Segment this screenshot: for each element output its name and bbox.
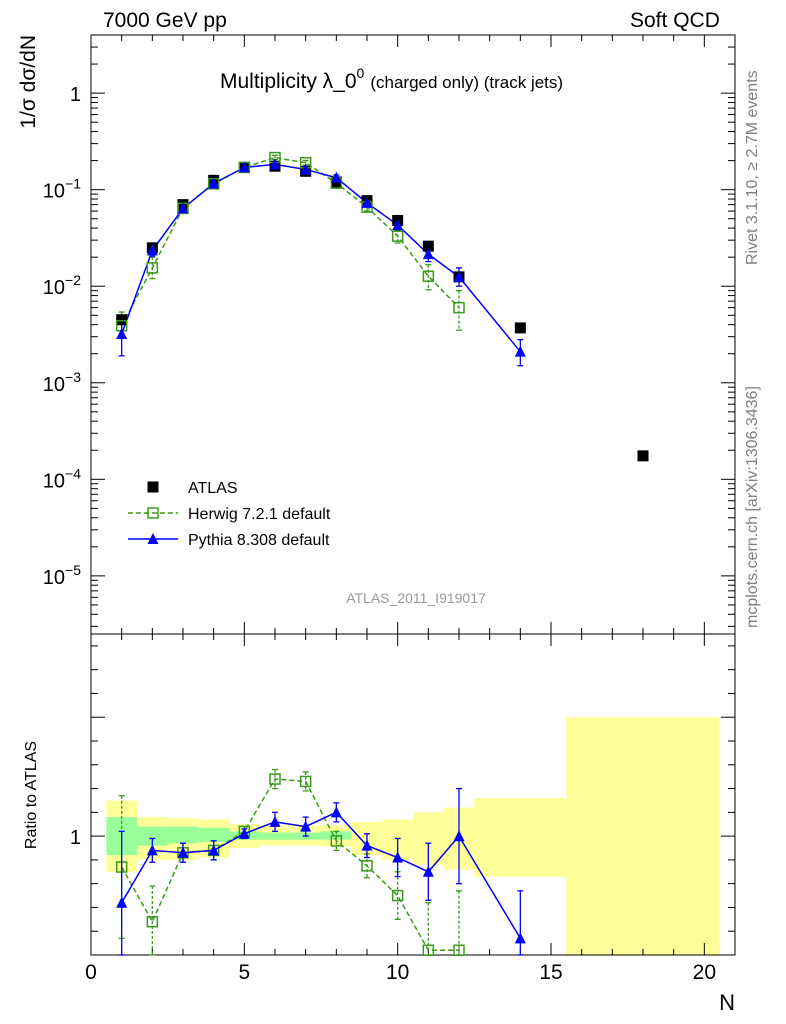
pythia-point: [238, 161, 250, 173]
ratio-herwig-point: [330, 835, 343, 847]
pythia-point: [453, 270, 465, 282]
legend-entry: ATLAS: [188, 480, 238, 497]
legend-herwig-marker: [147, 507, 159, 519]
ratio-pythia-point: [116, 896, 128, 908]
y-tick-label: 10−1: [43, 176, 81, 203]
pythia-point: [146, 244, 158, 256]
ratio-band-inner: [167, 826, 199, 844]
pythia-point: [330, 171, 342, 183]
ratio-pythia-point: [146, 844, 158, 856]
herwig-point: [453, 301, 465, 314]
plot-title: Multiplicity λ_00 (charged only) (track j…: [220, 65, 563, 93]
ratio-band-outer: [566, 717, 720, 955]
ratio-plot-frame: [90, 633, 736, 956]
ratio-herwig-line: [121, 778, 459, 951]
ratio-pythia-point: [177, 846, 189, 858]
pythia-line: [120, 163, 521, 353]
ratio-pythia-point: [453, 830, 465, 842]
ratio-herwig-point: [146, 915, 159, 928]
ratio-herwig-point: [269, 773, 281, 785]
atlas-point: [422, 240, 434, 252]
x-tick-label: 10: [386, 961, 409, 984]
x-tick-label: 15: [539, 961, 562, 984]
ratio-herwig-point: [361, 860, 373, 872]
pythia-point: [422, 248, 434, 260]
ratio-band-inner: [137, 826, 168, 846]
pythia-point: [269, 158, 281, 170]
ratio-band-inner: [259, 832, 291, 840]
x-axis-label: N: [719, 990, 735, 1015]
atlas-point: [514, 322, 526, 334]
ratio-pythia-point: [269, 815, 281, 827]
herwig-point: [391, 230, 404, 242]
ratio-pythia-point: [208, 844, 220, 856]
pythia-point: [361, 196, 373, 208]
ratio-pythia-point: [514, 932, 526, 944]
pythia-point: [514, 345, 526, 357]
ratio-pythia-point: [330, 806, 342, 818]
y-tick-label: 10−5: [43, 562, 81, 589]
ratio-herwig-point: [299, 775, 312, 788]
pythia-point: [177, 202, 189, 214]
legend-entry: Herwig 7.2.1 default: [188, 506, 331, 523]
legend-entry: Pythia 8.308 default: [188, 532, 330, 549]
pythia-point: [208, 177, 220, 189]
ratio-pythia-point: [300, 820, 312, 832]
x-tick-label: 5: [238, 961, 250, 984]
header-left: 7000 GeV pp: [103, 9, 227, 32]
ratio-pythia-point: [392, 851, 404, 863]
ratio-herwig-point: [422, 944, 435, 956]
ratio-herwig-point: [391, 889, 404, 902]
analysis-watermark: ATLAS_2011_I919017: [346, 590, 486, 606]
y-tick-label: 1: [70, 84, 81, 106]
ratio-herwig-point: [453, 944, 465, 956]
pythia-point: [116, 328, 128, 340]
header-right: Soft QCD: [630, 9, 720, 32]
atlas-point: [637, 450, 649, 462]
ratio-y-tick-label: 1: [70, 827, 81, 849]
ratio-band-outer: [474, 798, 567, 877]
pythia-point: [300, 163, 312, 175]
ratio-pythia-point: [238, 827, 250, 839]
y-tick-label: 10−3: [43, 369, 81, 396]
legend-atlas-marker: [147, 481, 159, 493]
herwig-line: [121, 156, 460, 327]
ratio-band-inner: [198, 827, 229, 843]
atlas-point: [116, 314, 128, 326]
x-tick-label: 20: [693, 961, 716, 984]
x-tick-label: 0: [85, 961, 97, 984]
pythia-point: [392, 219, 404, 231]
herwig-point: [146, 262, 159, 274]
y-axis-label: 1/σ dσ/dN: [17, 35, 40, 129]
ratio-pythia-point: [361, 839, 373, 851]
y-tick-label: 10−2: [43, 272, 81, 299]
herwig-point: [422, 270, 435, 282]
legend-pythia-marker: [147, 533, 159, 544]
ratio-pythia-point: [422, 865, 434, 877]
y-tick-label: 10−4: [43, 465, 81, 492]
ratio-y-axis-label: Ratio to ATLAS: [23, 741, 40, 849]
